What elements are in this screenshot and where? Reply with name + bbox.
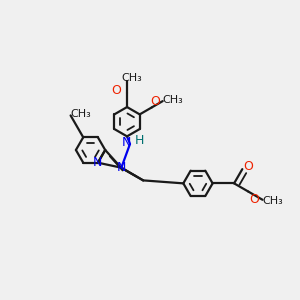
Text: CH₃: CH₃ <box>262 196 283 206</box>
Text: CH₃: CH₃ <box>70 109 92 119</box>
Text: O: O <box>243 160 253 173</box>
Text: H: H <box>135 134 144 148</box>
Text: N: N <box>93 156 103 169</box>
Text: N: N <box>117 161 126 174</box>
Text: O: O <box>249 193 259 206</box>
Text: CH₃: CH₃ <box>163 94 184 105</box>
Text: N: N <box>122 136 131 149</box>
Text: O: O <box>150 95 160 108</box>
Text: CH₃: CH₃ <box>121 73 142 82</box>
Text: O: O <box>112 84 122 97</box>
